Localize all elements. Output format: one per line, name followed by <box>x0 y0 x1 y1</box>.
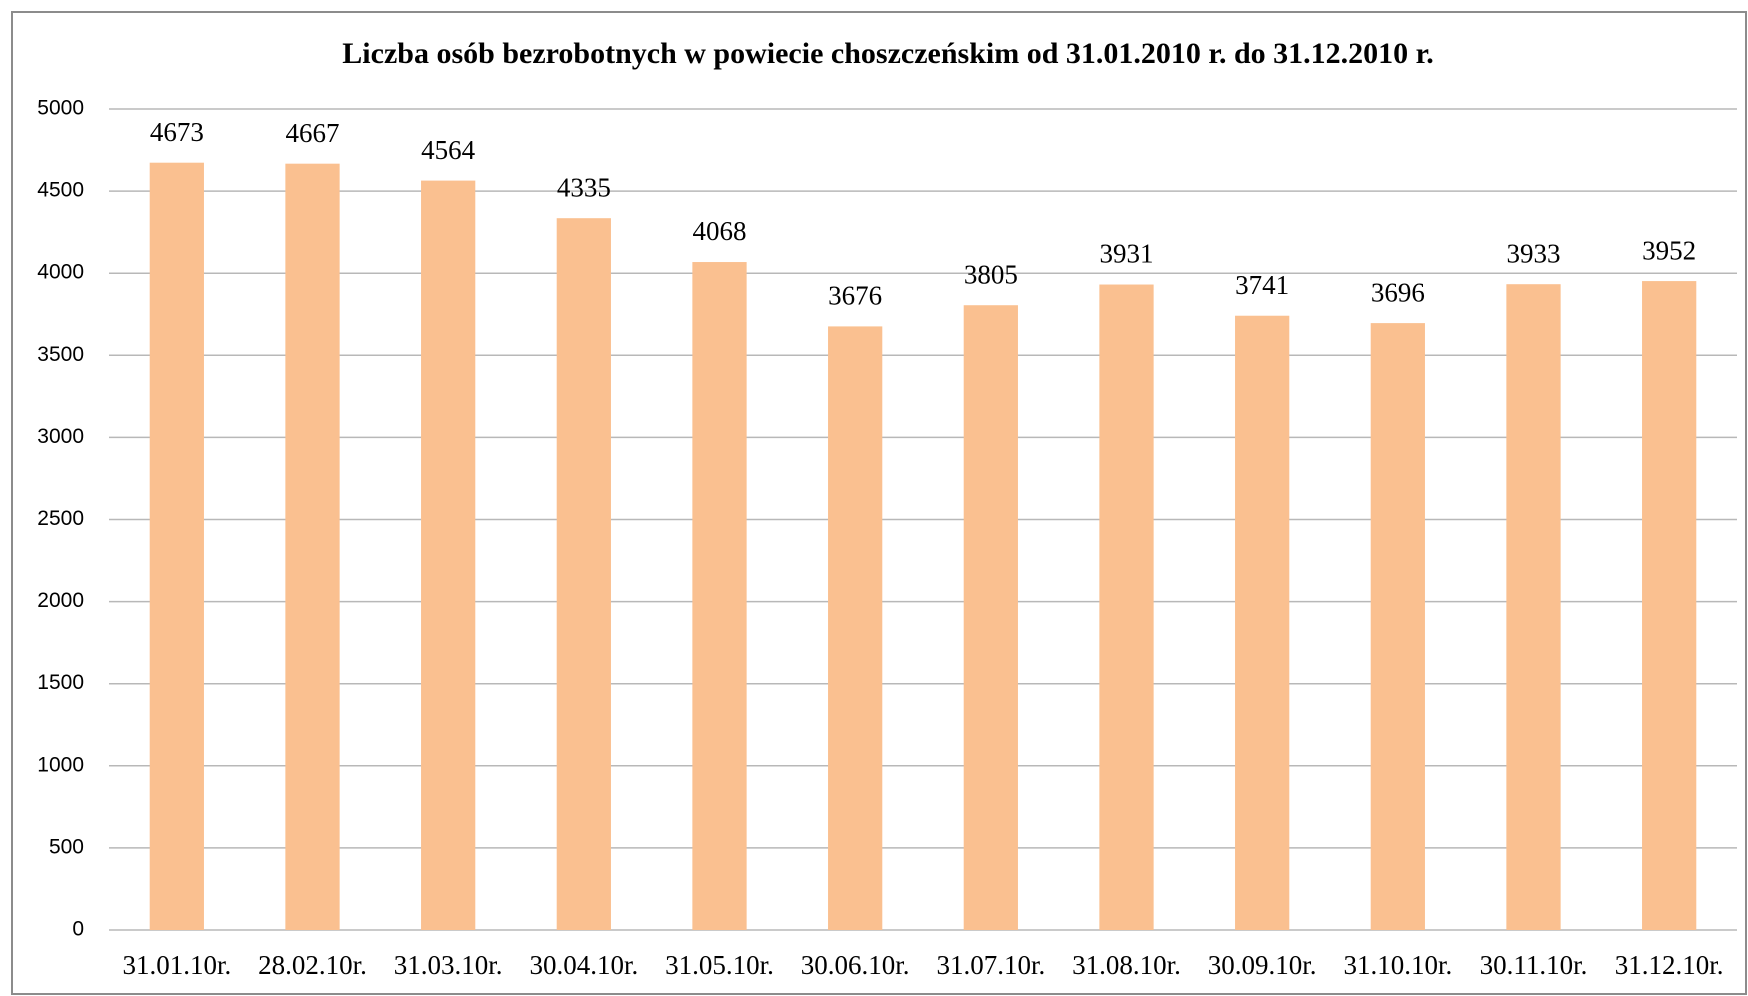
data-label: 3952 <box>1642 235 1696 265</box>
bar <box>1506 284 1561 930</box>
x-tick-label: 31.08.10r. <box>1072 950 1181 980</box>
bar <box>1235 315 1290 931</box>
y-tick-label: 3500 <box>37 343 84 366</box>
y-tick-label: 3000 <box>37 425 84 448</box>
data-label: 3931 <box>1100 239 1154 269</box>
x-tick-label: 31.05.10r. <box>665 950 774 980</box>
y-tick-label: 4500 <box>37 179 84 202</box>
y-tick-label: 4000 <box>37 261 84 284</box>
data-label: 3805 <box>964 259 1018 289</box>
bar <box>556 218 611 930</box>
bar <box>421 180 476 931</box>
bar <box>1099 284 1154 930</box>
bar <box>692 262 747 930</box>
x-tick-label: 30.06.10r. <box>801 950 910 980</box>
bar <box>828 326 883 931</box>
x-tick-label: 31.10.10r. <box>1343 950 1452 980</box>
y-tick-label: 2000 <box>37 589 84 612</box>
bar <box>1642 281 1697 930</box>
y-tick-label: 0 <box>72 918 84 941</box>
data-label: 3933 <box>1507 238 1561 268</box>
bar <box>1370 323 1425 930</box>
bar <box>285 163 340 931</box>
data-label: 3696 <box>1371 277 1425 307</box>
y-tick-label: 1000 <box>37 753 84 776</box>
data-label: 3676 <box>828 281 882 311</box>
y-tick-label: 5000 <box>37 97 84 120</box>
data-label: 4564 <box>421 135 476 165</box>
x-tick-label: 31.03.10r. <box>394 950 503 980</box>
x-tick-label: 28.02.10r. <box>258 950 367 980</box>
data-label: 3741 <box>1235 270 1289 300</box>
x-tick-label: 30.11.10r. <box>1480 950 1588 980</box>
data-label: 4068 <box>693 216 747 246</box>
data-label: 4667 <box>286 118 340 148</box>
x-tick-label: 30.09.10r. <box>1208 950 1317 980</box>
chart-title: Liczba osób bezrobotnych w powiecie chos… <box>342 37 1433 70</box>
data-label: 4335 <box>557 172 611 202</box>
data-label: 4673 <box>150 117 204 147</box>
y-tick-label: 1500 <box>37 671 84 694</box>
y-tick-label: 2500 <box>37 507 84 530</box>
x-tick-label: 31.12.10r. <box>1615 950 1724 980</box>
y-tick-label: 500 <box>49 835 84 858</box>
x-tick-label: 30.04.10r. <box>529 950 638 980</box>
x-tick-label: 31.07.10r. <box>936 950 1045 980</box>
bar <box>149 162 204 930</box>
bar <box>963 305 1018 930</box>
x-tick-label: 31.01.10r. <box>122 950 231 980</box>
